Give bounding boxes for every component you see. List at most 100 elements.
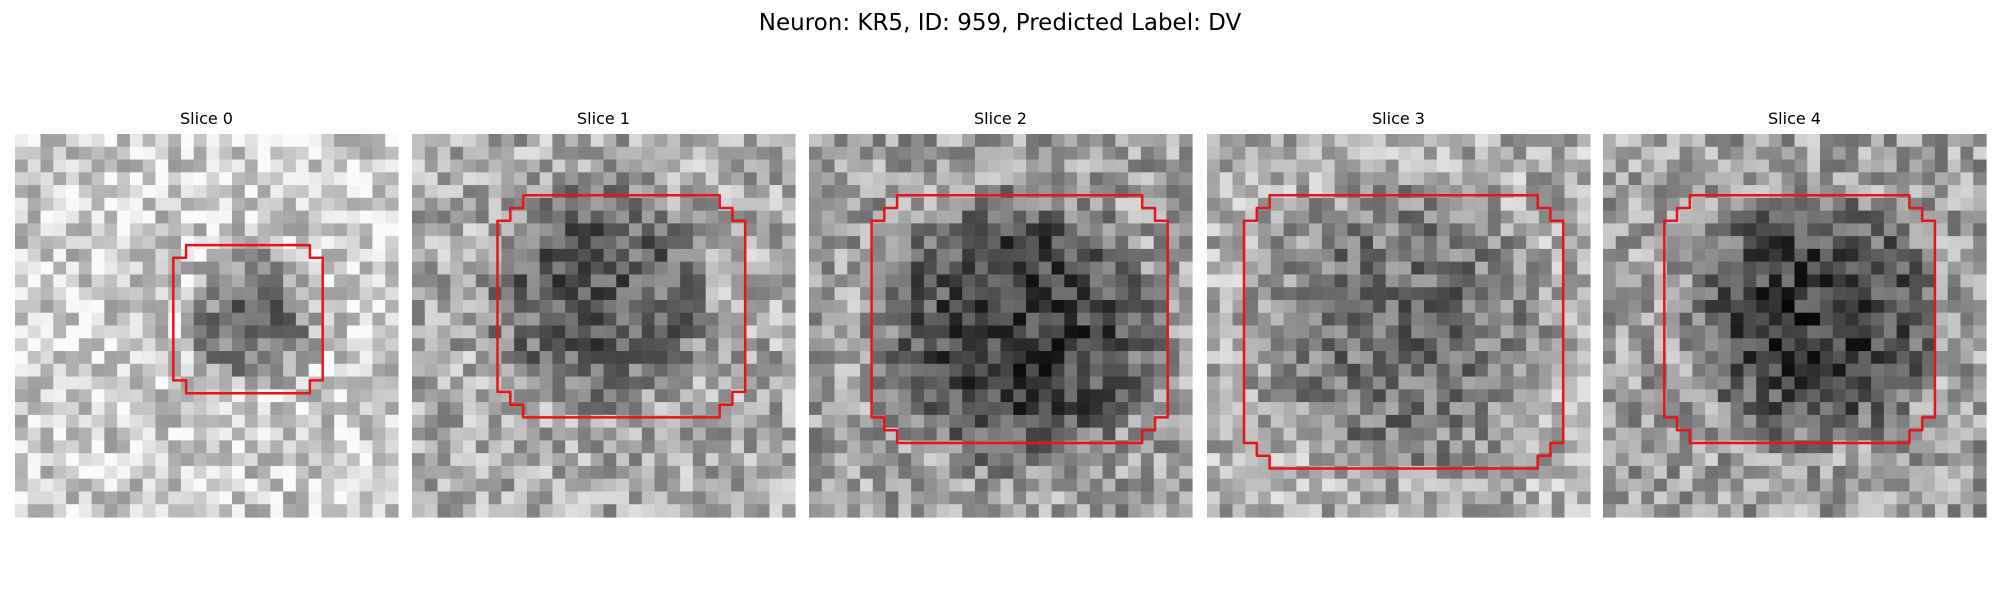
pixel: [475, 414, 490, 429]
pixel: [283, 453, 297, 467]
pixel: [834, 491, 848, 505]
pixel: [616, 197, 630, 212]
pixel: [257, 363, 271, 378]
pixel: [308, 185, 322, 199]
pixel: [1321, 299, 1336, 314]
pixel: [1475, 338, 1489, 352]
pixel: [1283, 414, 1297, 429]
pixel: [1064, 172, 1078, 186]
contour: [1242, 194, 1565, 470]
pixel: [180, 465, 195, 480]
pixel: [1166, 351, 1180, 365]
pixel: [1153, 363, 1168, 378]
pixel: [1398, 338, 1412, 352]
pixel: [1140, 287, 1155, 301]
pixel: [1692, 325, 1706, 339]
pixel: [206, 363, 220, 378]
pixel: [718, 248, 732, 263]
pixel: [1475, 351, 1489, 365]
pixel: [1232, 491, 1246, 505]
pixel: [1128, 338, 1142, 352]
pixel: [372, 236, 386, 250]
pixel: [168, 172, 182, 186]
pixel: [1717, 159, 1732, 173]
pixel: [117, 504, 131, 518]
pixel: [1245, 402, 1259, 416]
pixel: [334, 197, 348, 212]
pixel: [168, 465, 182, 480]
pixel: [1064, 274, 1078, 288]
pixel: [15, 427, 29, 441]
pixel: [1577, 351, 1591, 365]
pixel: [1717, 261, 1732, 276]
pixel: [1026, 236, 1040, 250]
pixel: [1449, 351, 1463, 365]
pixel: [1321, 376, 1336, 390]
pixel: [680, 299, 694, 314]
pixel: [1347, 440, 1361, 454]
pixel: [603, 453, 617, 467]
pixel: [1807, 146, 1821, 161]
pixel: [834, 478, 848, 493]
pixel: [168, 351, 182, 365]
pixel: [1385, 414, 1400, 429]
pixel: [1372, 223, 1387, 237]
slice-panel: Slice 4: [1603, 109, 1987, 518]
pixel: [15, 146, 29, 161]
pixel: [283, 248, 297, 263]
pixel: [412, 402, 426, 416]
pixel: [1666, 172, 1681, 186]
pixel: [1207, 504, 1221, 518]
pixel: [834, 172, 848, 186]
pixel: [1153, 223, 1168, 237]
pixel: [526, 453, 541, 467]
pixel: [1064, 351, 1078, 365]
pixel: [1115, 223, 1129, 237]
pixel: [385, 376, 399, 390]
pixel: [1179, 274, 1193, 288]
pixel: [27, 146, 42, 161]
pixel: [680, 389, 694, 403]
pixel: [1794, 261, 1808, 276]
pixel: [1296, 223, 1310, 237]
pixel: [1372, 338, 1387, 352]
pixel: [450, 389, 464, 403]
pixel: [1526, 504, 1540, 518]
pixel: [1411, 299, 1425, 314]
pixel: [1794, 159, 1808, 173]
pixel: [731, 325, 745, 339]
pixel: [705, 261, 719, 276]
pixel: [526, 299, 541, 314]
pixel: [1398, 261, 1412, 276]
pixel: [526, 236, 541, 250]
pixel: [1845, 325, 1859, 339]
pixel: [142, 185, 157, 199]
pixel: [1026, 299, 1040, 314]
pixel: [1973, 351, 1987, 365]
pixel: [654, 159, 668, 173]
pixel: [1026, 325, 1040, 339]
pixel: [1500, 210, 1514, 224]
pixel: [1166, 504, 1180, 518]
pixel: [1564, 197, 1578, 212]
pixel: [437, 363, 451, 378]
pixel: [860, 159, 874, 173]
pixel: [1245, 312, 1259, 327]
pixel: [1000, 287, 1014, 301]
pixel: [1283, 402, 1297, 416]
pixel: [359, 402, 374, 416]
pixel: [809, 261, 823, 276]
pixel: [27, 287, 42, 301]
pixel: [1768, 287, 1783, 301]
pixel: [1564, 376, 1578, 390]
pixel: [475, 363, 490, 378]
pixel: [821, 504, 836, 518]
pixel: [27, 185, 42, 199]
pixel: [1654, 172, 1668, 186]
pixel: [283, 312, 297, 327]
pixel: [437, 146, 451, 161]
pixel: [463, 185, 477, 199]
pixel: [1153, 440, 1168, 454]
pixel: [180, 146, 195, 161]
pixel: [1871, 376, 1885, 390]
